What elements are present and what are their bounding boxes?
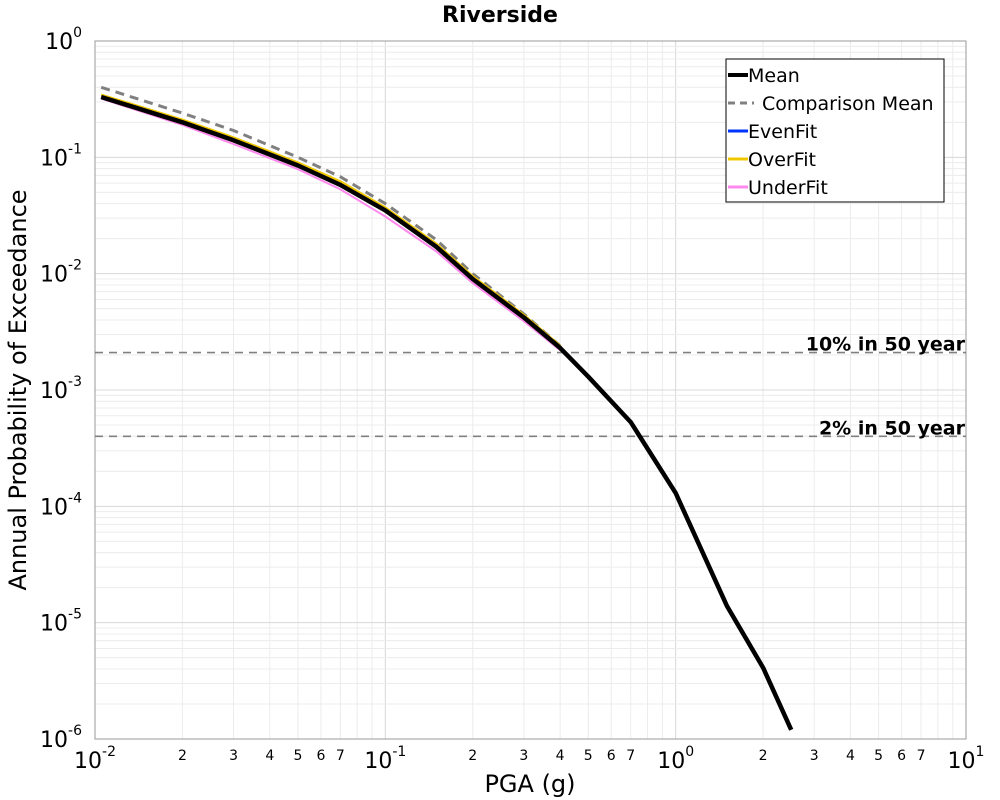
- series-line-overfit: [100, 93, 561, 347]
- x-tick-label: 10-1: [364, 744, 406, 774]
- reference-line-label: 10% in 50 year: [806, 334, 966, 356]
- series-line-comparison-mean: [100, 85, 562, 347]
- grid: [95, 41, 966, 739]
- y-tick-label: 10-1: [40, 141, 82, 171]
- legend: Mean Comparison Mean EvenFit OverFit UnderFi…: [725, 58, 945, 203]
- x-minor-tick-label: 3: [519, 748, 528, 764]
- x-minor-tick-label: 2: [759, 748, 768, 764]
- chart-title: Riverside: [442, 3, 558, 28]
- legend-label: OverFit: [748, 149, 816, 171]
- series-line-underfit: [100, 97, 561, 351]
- series-line-evenfit: [100, 96, 561, 349]
- x-minor-tick-label: 6: [897, 748, 906, 764]
- x-minor-tick-label: 5: [584, 748, 593, 764]
- x-minor-tick-label: 6: [607, 748, 616, 764]
- x-minor-tick-label: 7: [626, 748, 635, 764]
- x-minor-tick-label: 2: [178, 748, 187, 764]
- x-minor-tick-label: 7: [336, 748, 345, 764]
- legend-label: UnderFit: [748, 177, 828, 199]
- y-tick-label: 10-2: [40, 258, 82, 288]
- legend-label: Mean: [748, 65, 800, 87]
- y-tick-label: 10-6: [40, 723, 82, 753]
- series-line-mean: [100, 94, 794, 731]
- x-minor-tick-label: 5: [874, 748, 883, 764]
- x-minor-tick-label: 4: [846, 748, 855, 764]
- y-axis-label: Annual Probability of Exceedance: [4, 189, 32, 590]
- legend-label: Comparison Mean: [762, 93, 934, 115]
- x-minor-tick-label: 7: [917, 748, 926, 764]
- x-minor-tick-label: 5: [293, 748, 302, 764]
- reference-lines: 10% in 50 year 2% in 50 year: [95, 334, 966, 439]
- legend-box: [725, 58, 945, 203]
- y-tick-label: 10-5: [40, 607, 82, 637]
- x-minor-tick-label: 3: [810, 748, 819, 764]
- y-tick-label: 10-3: [40, 374, 82, 404]
- y-tick-label: 100: [45, 25, 82, 55]
- y-tick-labels: 100 10-1 10-2 10-3 10-4 10-5 10-6: [40, 25, 82, 753]
- reference-line-label: 2% in 50 year: [819, 417, 966, 439]
- x-tick-label: 101: [948, 744, 985, 774]
- plot-frame: [94, 40, 967, 740]
- x-minor-tick-label: 4: [265, 748, 274, 764]
- x-minor-tick-label: 3: [229, 748, 238, 764]
- x-minor-tick-label: 4: [556, 748, 565, 764]
- x-minor-tick-label: 2: [468, 748, 477, 764]
- x-minor-tick-label: 6: [316, 748, 325, 764]
- x-tick-label: 100: [657, 744, 694, 774]
- series-group: [100, 85, 794, 731]
- y-tick-label: 10-4: [40, 490, 82, 520]
- legend-label: EvenFit: [748, 121, 817, 143]
- x-axis-label: PGA (g): [484, 770, 575, 798]
- x-tick-label: 10-2: [74, 744, 116, 774]
